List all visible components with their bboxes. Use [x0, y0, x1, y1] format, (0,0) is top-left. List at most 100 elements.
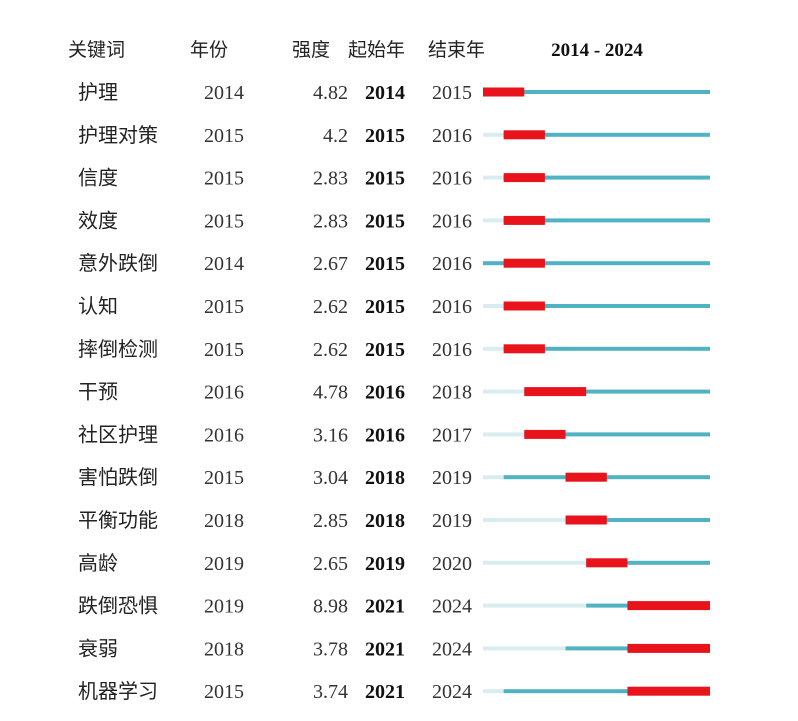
end-value: 2024	[432, 681, 472, 703]
table-row: 害怕跌倒 2015 3.04 2018 2019	[78, 465, 710, 489]
strength-value: 4.78	[313, 382, 348, 404]
table-row: 认知 2015 2.62 2015 2016	[78, 294, 710, 318]
timeline-active-segment	[483, 90, 710, 94]
burst-segment	[483, 87, 525, 97]
table-row: 护理 2014 4.82 2014 2015	[78, 80, 710, 104]
year-value: 2015	[204, 681, 244, 703]
strength-value: 2.83	[313, 168, 348, 190]
timeline-active-segment	[524, 432, 710, 437]
burst-segment	[503, 173, 545, 183]
end-value: 2018	[432, 382, 472, 404]
end-value: 2019	[432, 510, 472, 532]
strength-value: 2.67	[313, 253, 348, 275]
end-value: 2016	[432, 210, 472, 232]
timeline-active-segment	[503, 175, 710, 180]
begin-value: 2021	[365, 596, 405, 618]
begin-value: 2021	[365, 638, 405, 660]
timeline-inactive-segment	[483, 175, 504, 180]
strength-value: 3.16	[313, 424, 348, 446]
keyword-label: 机器学习	[78, 679, 158, 703]
burst-segment	[565, 472, 607, 482]
strength-value: 4.2	[323, 125, 348, 147]
year-value: 2019	[204, 553, 244, 575]
header-keyword: 关键词	[68, 39, 125, 61]
strength-value: 2.83	[313, 210, 348, 232]
year-value: 2019	[204, 596, 244, 618]
begin-value: 2016	[365, 424, 405, 446]
timeline-active-segment	[503, 218, 710, 223]
keyword-label: 高龄	[78, 551, 118, 575]
end-value: 2016	[432, 339, 472, 361]
header-range: 2014 - 2024	[551, 40, 643, 61]
begin-value: 2015	[365, 296, 405, 318]
year-value: 2016	[204, 382, 244, 404]
header-row: 关键词 年份 强度 起始年 结束年 2014 - 2024	[68, 39, 643, 61]
timeline-inactive-segment	[483, 689, 504, 694]
burst-segment	[524, 387, 587, 397]
header-strength: 强度	[292, 39, 330, 61]
end-value: 2024	[432, 596, 472, 618]
keyword-label: 衰弱	[78, 636, 118, 660]
begin-value: 2018	[365, 467, 405, 489]
timeline-inactive-segment	[483, 475, 504, 480]
timeline-inactive-segment	[483, 560, 587, 565]
end-value: 2024	[432, 638, 472, 660]
keyword-label: 信度	[78, 166, 118, 190]
end-value: 2016	[432, 125, 472, 147]
strength-value: 2.62	[313, 339, 348, 361]
table-row: 摔倒检测 2015 2.62 2015 2016	[78, 337, 710, 361]
keyword-label: 社区护理	[78, 422, 158, 446]
keyword-label: 护理对策	[78, 123, 158, 147]
year-value: 2014	[204, 82, 244, 104]
begin-value: 2019	[365, 553, 405, 575]
keyword-label: 平衡功能	[78, 508, 158, 532]
rows: 护理 2014 4.82 2014 2015 护理对策 2015 4.2 2015 2016 信度 2…	[78, 80, 710, 703]
burst-segment	[503, 344, 545, 354]
begin-value: 2014	[365, 82, 405, 104]
year-value: 2015	[204, 467, 244, 489]
table-row: 高龄 2019 2.65 2019 2020	[78, 551, 710, 575]
timeline-active-segment	[503, 689, 710, 694]
timeline-inactive-segment	[483, 389, 525, 394]
strength-value: 3.78	[313, 638, 348, 660]
table-row: 衰弱 2018 3.78 2021 2024	[78, 636, 710, 660]
table-row: 平衡功能 2018 2.85 2018 2019	[78, 508, 710, 532]
timeline-inactive-segment	[483, 518, 566, 522]
burst-segment	[503, 258, 545, 268]
timeline-inactive-segment	[483, 646, 566, 651]
end-value: 2020	[432, 553, 472, 575]
keyword-label: 认知	[78, 294, 118, 318]
end-value: 2016	[432, 253, 472, 275]
begin-value: 2015	[365, 253, 405, 275]
year-value: 2015	[204, 125, 244, 147]
keyword-label: 摔倒检测	[78, 337, 158, 361]
table-row: 护理对策 2015 4.2 2015 2016	[78, 123, 710, 147]
year-value: 2014	[204, 253, 244, 275]
table-row: 信度 2015 2.83 2015 2016	[78, 166, 710, 190]
header-end: 结束年	[428, 39, 485, 61]
end-value: 2019	[432, 467, 472, 489]
year-value: 2016	[204, 424, 244, 446]
burst-segment	[586, 558, 628, 568]
year-value: 2015	[204, 210, 244, 232]
timeline-active-segment	[483, 261, 710, 266]
year-value: 2018	[204, 510, 244, 532]
keyword-label: 效度	[78, 208, 118, 232]
keyword-label: 干预	[78, 380, 118, 404]
burst-segment	[503, 215, 545, 225]
begin-value: 2015	[365, 125, 405, 147]
timeline-active-segment	[503, 304, 710, 308]
burst-segment	[627, 643, 710, 653]
keyword-label: 意外跌倒	[78, 251, 158, 275]
end-value: 2017	[432, 424, 472, 446]
begin-value: 2016	[365, 382, 405, 404]
year-value: 2015	[204, 168, 244, 190]
timeline-inactive-segment	[483, 132, 504, 137]
table-row: 机器学习 2015 3.74 2021 2024	[78, 679, 710, 703]
timeline-active-segment	[503, 346, 710, 351]
keyword-label: 害怕跌倒	[78, 465, 158, 489]
end-value: 2015	[432, 82, 472, 104]
strength-value: 3.74	[313, 681, 348, 703]
burst-segment	[627, 601, 710, 611]
timeline-active-segment	[524, 389, 710, 394]
